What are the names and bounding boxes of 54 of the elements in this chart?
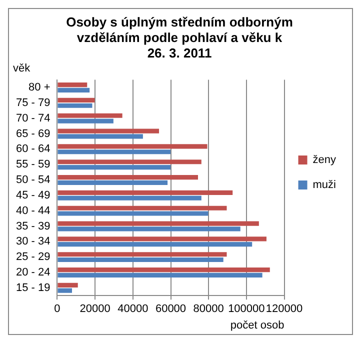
x-tick-label: 60000 (155, 303, 186, 316)
bar (58, 180, 168, 185)
bar (58, 190, 233, 196)
bar (58, 267, 270, 272)
bar (58, 175, 198, 180)
y-tick-label: 40 - 44 (16, 204, 50, 217)
bar (58, 236, 266, 242)
bar (58, 272, 262, 278)
bar (58, 88, 90, 92)
x-tick-label: 20000 (80, 303, 110, 316)
bar (58, 82, 88, 88)
y-tick-label: 15 - 19 (16, 282, 50, 294)
y-tick-label: 60 - 64 (16, 143, 50, 156)
x-tick-label: 120000 (266, 303, 303, 316)
y-tick-label: 75 - 79 (16, 96, 50, 109)
y-tick-label: 50 - 54 (16, 174, 50, 186)
y-tick-label: 30 - 34 (16, 236, 50, 248)
bar (58, 113, 122, 118)
y-tick-label: 35 - 39 (16, 220, 50, 232)
chart-title: Osoby s úplným středním odborným vzděláním podle pohlaví a věku k 26. 3. 2011 (66, 14, 293, 61)
bar (58, 206, 227, 210)
x-tick-label: 80000 (193, 303, 224, 316)
bar (58, 226, 240, 232)
bar (58, 196, 202, 200)
y-tick-label: 80 + (28, 82, 50, 94)
x-tick-label: 40000 (118, 303, 148, 316)
bar (58, 257, 224, 262)
bar (58, 211, 208, 216)
y-tick-label: 55 - 59 (16, 158, 50, 171)
y-tick-label: 45 - 49 (16, 189, 50, 202)
bar (58, 252, 227, 257)
y-tick-label: 65 - 69 (16, 128, 50, 140)
bar (58, 118, 114, 124)
x-axis-title: počet osob (230, 319, 284, 332)
bar (58, 144, 208, 149)
bar (58, 164, 171, 170)
bar (58, 160, 202, 164)
bar (58, 242, 252, 247)
x-tick-label: 100000 (228, 303, 265, 316)
bar (58, 150, 171, 154)
bar (58, 288, 72, 293)
y-axis-title: věk (13, 62, 31, 74)
y-tick-label: 70 - 74 (16, 112, 50, 124)
bar (58, 103, 92, 108)
legend-label: ženy (312, 154, 336, 166)
bar (58, 221, 259, 226)
y-tick-label: 20 - 24 (16, 266, 50, 279)
bar (58, 98, 95, 103)
x-tick-label: 0 (54, 303, 60, 316)
bar (58, 128, 160, 134)
bar (58, 282, 78, 288)
y-tick-label: 25 - 29 (16, 251, 50, 264)
legend-label: muži (312, 179, 336, 192)
bar (58, 134, 143, 139)
